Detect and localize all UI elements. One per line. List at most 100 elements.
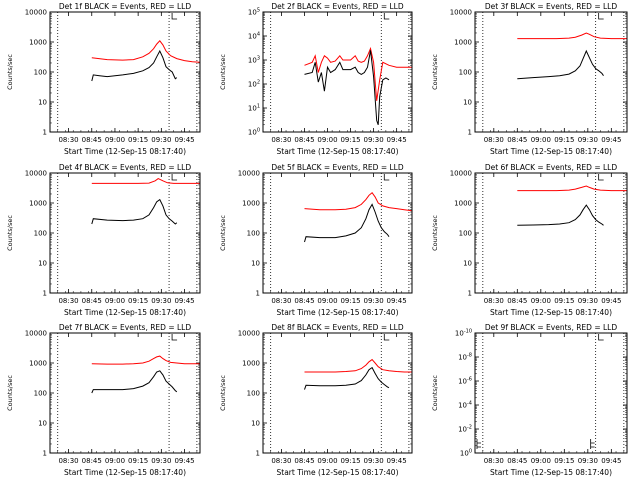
lld-series-line (304, 46, 412, 101)
flag-marker (598, 13, 604, 20)
flag-marker (383, 174, 390, 181)
y-tick-label: 1000 (454, 39, 472, 47)
events-series-line (91, 198, 178, 225)
lld-series-line (517, 185, 627, 192)
flag-marker (171, 334, 178, 341)
y-tick-label: 10000 (450, 170, 472, 178)
x-tick-label: 08:45 (82, 136, 102, 144)
y-tick-label: 100 (247, 390, 260, 398)
events-series-line (304, 50, 390, 125)
x-tick-label: 09:30 (364, 136, 384, 144)
x-tick-label: 08:45 (82, 297, 102, 305)
x-tick-label: 08:45 (507, 297, 527, 305)
x-tick-label: 09:45 (174, 457, 194, 465)
chart-panel-6: Det 6f BLACK = Events, RED = LLD Start Ti… (431, 163, 628, 317)
y-tick-label: 1000 (29, 39, 47, 47)
y-axis-label: Counts/sec (6, 375, 14, 411)
x-axis-label: Start Time (12-Sep-15 08:17:40) (490, 308, 612, 317)
y-tick-label: 100 (34, 230, 47, 238)
lld-series-line (91, 40, 201, 63)
x-tick-label: 09:00 (531, 297, 551, 305)
x-tick-label: 09:15 (554, 457, 574, 465)
x-axis-label: Start Time (12-Sep-15 08:17:40) (64, 468, 186, 477)
events-series-line (517, 204, 604, 226)
events-series-line (91, 370, 178, 394)
x-tick-label: 09:15 (128, 457, 148, 465)
y-tick-label: 10000 (25, 9, 47, 17)
chart-title: Det 5f BLACK = Events, RED = LLD (271, 163, 404, 172)
y-tick-label: 10-2 (458, 425, 472, 434)
x-tick-label: 08:30 (271, 457, 291, 465)
flag-marker (598, 334, 604, 341)
chart-panel-7: Det 7f BLACK = Events, RED = LLD Start Ti… (6, 323, 201, 477)
x-axis-label: Start Time (12-Sep-15 08:17:40) (277, 147, 399, 156)
plot-frame (262, 172, 413, 294)
y-tick-label: 101 (248, 104, 260, 113)
x-tick-label: 08:30 (484, 297, 504, 305)
y-tick-label: 10 (251, 260, 260, 268)
y-tick-label: 10-10 (455, 329, 472, 338)
y-tick-label: 10-6 (458, 377, 472, 386)
x-tick-label: 08:45 (294, 136, 314, 144)
x-tick-label: 09:30 (364, 457, 384, 465)
y-tick-label: 1 (256, 450, 260, 458)
y-tick-label: 100 (459, 69, 472, 77)
chart-title: Det 6f BLACK = Events, RED = LLD (485, 163, 618, 172)
plot-frame (262, 332, 413, 454)
y-tick-label: 102 (248, 80, 260, 89)
y-tick-label: 10-4 (458, 401, 472, 410)
chart-title: Det 7f BLACK = Events, RED = LLD (59, 323, 192, 332)
x-axis-label: Start Time (12-Sep-15 08:17:40) (64, 147, 186, 156)
y-tick-label: 100 (248, 128, 260, 137)
y-tick-label: 1 (43, 450, 47, 458)
x-tick-label: 08:45 (507, 136, 527, 144)
y-tick-label: 1 (43, 129, 47, 137)
x-tick-label: 09:15 (340, 297, 360, 305)
x-axis-label: Start Time (12-Sep-15 08:17:40) (277, 308, 399, 317)
events-series-line (304, 203, 390, 243)
y-tick-label: 10000 (238, 170, 260, 178)
y-tick-label: 10000 (238, 330, 260, 338)
y-tick-label: 10 (463, 99, 472, 107)
plot-frame (49, 11, 201, 133)
x-axis-label: Start Time (12-Sep-15 08:17:40) (490, 147, 612, 156)
y-axis-label: Counts/sec (6, 54, 14, 90)
x-tick-label: 08:30 (58, 457, 78, 465)
x-tick-label: 09:45 (601, 136, 621, 144)
y-tick-label: 1000 (29, 360, 47, 368)
x-tick-label: 09:30 (578, 297, 598, 305)
plot-frame (49, 332, 201, 454)
y-tick-label: 10 (463, 260, 472, 268)
y-axis-label: Counts/sec (219, 215, 227, 251)
x-tick-label: 08:45 (82, 457, 102, 465)
x-tick-label: 08:30 (271, 297, 291, 305)
x-tick-label: 09:30 (364, 297, 384, 305)
edge-tick-mark (476, 439, 481, 449)
chart-title: Det 2f BLACK = Events, RED = LLD (271, 2, 404, 11)
chart-panel-3: Det 3f BLACK = Events, RED = LLD Start Ti… (431, 2, 628, 156)
plot-frame (49, 172, 201, 294)
x-tick-label: 09:30 (151, 457, 171, 465)
y-tick-label: 103 (248, 56, 260, 65)
chart-title: Det 1f BLACK = Events, RED = LLD (59, 2, 192, 11)
chart-title: Det 4f BLACK = Events, RED = LLD (59, 163, 192, 172)
x-tick-label: 08:30 (271, 136, 291, 144)
chart-panel-8: Det 8f BLACK = Events, RED = LLD Start Ti… (219, 323, 413, 477)
y-tick-label: 100 (34, 390, 47, 398)
y-axis-label: Counts/sec (6, 215, 14, 251)
lld-series-line (91, 355, 200, 365)
chart-title: Det 9f BLACK = Events, RED = LLD (485, 323, 618, 332)
plot-frame (474, 332, 628, 454)
y-tick-label: 1 (468, 129, 472, 137)
y-tick-label: 1000 (29, 200, 47, 208)
x-axis-label: Start Time (12-Sep-15 08:17:40) (64, 308, 186, 317)
plot-frame (262, 11, 413, 133)
flag-marker (383, 13, 390, 20)
y-axis-label: Counts/sec (219, 375, 227, 411)
x-tick-label: 09:15 (340, 136, 360, 144)
y-tick-label: 1000 (242, 200, 260, 208)
y-axis-label: Counts/sec (219, 54, 227, 90)
events-series-line (304, 366, 390, 390)
events-series-line (517, 49, 604, 80)
y-tick-label: 10000 (25, 330, 47, 338)
